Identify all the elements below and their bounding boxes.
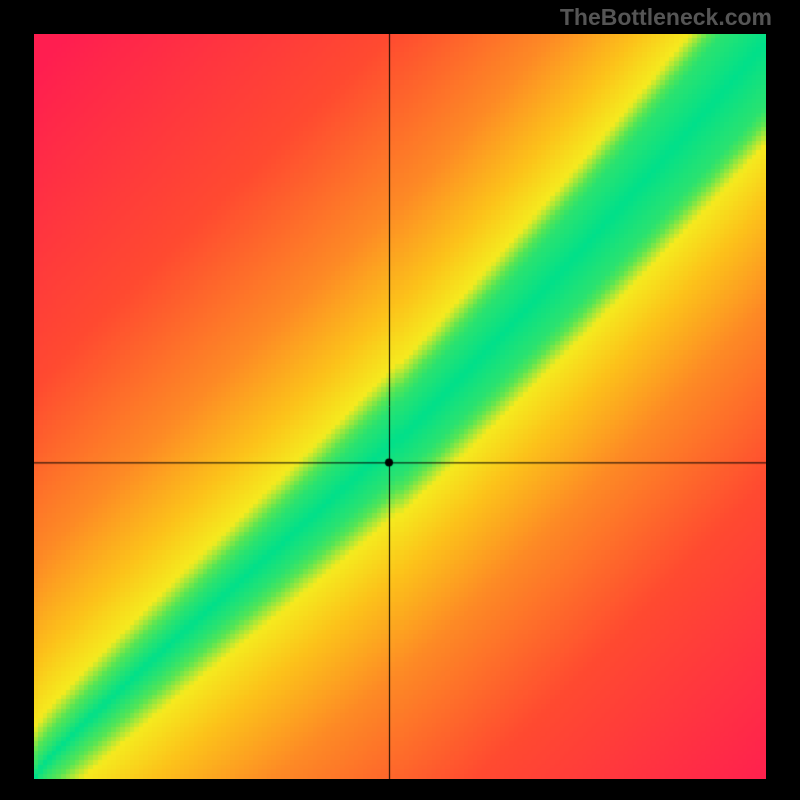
chart-container: { "watermark": { "text": "TheBottleneck.… xyxy=(0,0,800,800)
bottleneck-heatmap xyxy=(34,34,766,779)
watermark-text: TheBottleneck.com xyxy=(560,4,772,31)
